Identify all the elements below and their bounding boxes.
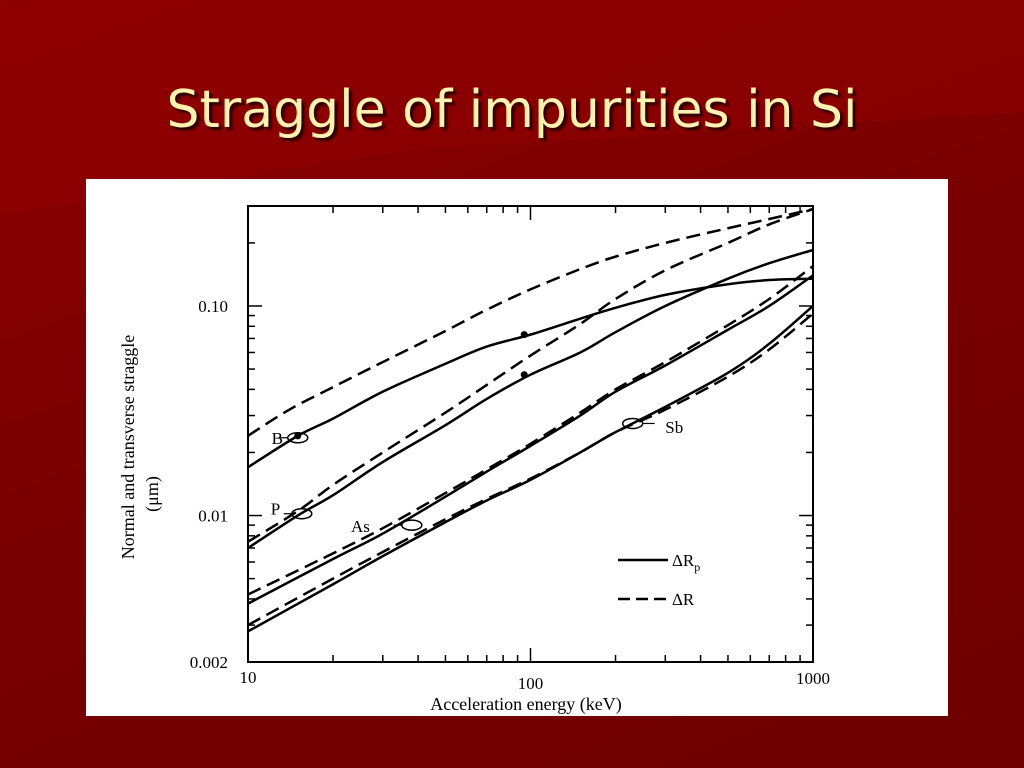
straggle-chart: 10 100 1000 0.002 0.01 0.10 B P As Sb Normal and…	[118, 205, 830, 715]
curve-label-as: As	[351, 517, 370, 536]
data-curves	[247, 207, 814, 633]
x-tick-label: 100	[518, 674, 544, 693]
y-tick-label: 0.01	[198, 507, 228, 526]
curve-label-p: P	[271, 500, 280, 519]
curve-as-dr	[247, 265, 814, 596]
plot-frame	[247, 205, 814, 663]
chart-panel: 10 100 1000 0.002 0.01 0.10 B P As Sb Normal and…	[86, 179, 948, 716]
y-tick-label: 0.10	[198, 297, 228, 316]
curve-marker	[520, 331, 528, 339]
curve-b-dr	[247, 207, 814, 437]
curve-as-drp	[247, 274, 814, 605]
y-axis-unit: (μm)	[142, 476, 163, 512]
legend-solid-label: ΔRp	[672, 551, 700, 574]
curve-b-drp	[247, 277, 814, 469]
curve-label-marker	[286, 432, 309, 444]
y-tick-label: 0.002	[190, 653, 228, 672]
curve-p-drp	[247, 248, 814, 550]
axis-ticks: 10 100 1000 0.002 0.01 0.10	[190, 205, 830, 693]
curve-label-sb: Sb	[665, 418, 683, 437]
curve-sb-dr	[247, 312, 814, 627]
slide-title: Straggle of impurities in Si	[166, 80, 858, 140]
curve-labels: B P As Sb	[271, 417, 683, 536]
x-tick-label: 1000	[796, 669, 830, 688]
curve-marker	[520, 371, 528, 379]
curve-p-dr	[247, 207, 814, 543]
legend-dashed-label: ΔR	[672, 590, 695, 609]
y-axis-label: Normal and transverse straggle	[118, 335, 138, 559]
x-axis-label: Acceleration energy (keV)	[430, 694, 622, 715]
curve-label-b: B	[272, 429, 283, 448]
curve-label-marker	[401, 519, 423, 531]
x-tick-label: 10	[240, 668, 257, 687]
legend: ΔRp ΔR	[618, 551, 700, 609]
curve-marker	[294, 432, 302, 440]
